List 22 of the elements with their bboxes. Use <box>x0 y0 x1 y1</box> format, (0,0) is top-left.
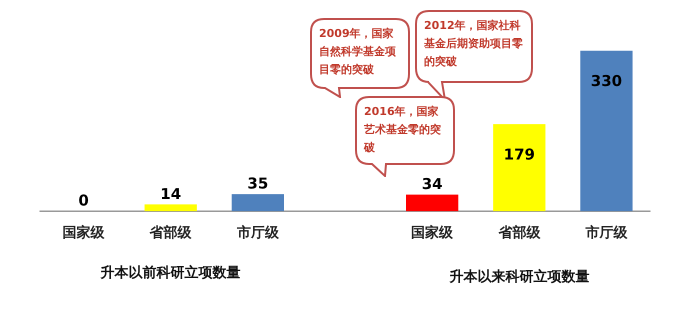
x-tick-label: 市厅级 <box>236 224 280 242</box>
data-label: 0 <box>78 192 89 210</box>
data-label: 35 <box>247 174 268 193</box>
annotation: 2009年，国家自然科学基金项目零的突破 <box>319 26 397 78</box>
bar <box>580 50 633 212</box>
text: 升本以前科研立项数量 <box>100 264 241 281</box>
bar <box>232 194 284 212</box>
x-tick-label: 市厅级 <box>584 224 628 242</box>
annotation: 2016年，国家艺术基金零的突破 <box>364 104 442 156</box>
bar <box>406 194 458 212</box>
bar <box>493 124 546 212</box>
annotation: 2012年，国家社科基金后期资助项目零的突破 <box>424 18 524 70</box>
data-label: 179 <box>504 146 535 164</box>
text: 升本以来科研立项数量 <box>448 268 590 285</box>
x-tick-label: 国家级 <box>411 224 454 242</box>
data-label: 34 <box>422 175 443 194</box>
x-tick-label: 省部级 <box>148 224 193 242</box>
data-label: 14 <box>160 184 182 203</box>
x-tick-label: 国家级 <box>62 224 106 242</box>
bar <box>144 204 197 212</box>
data-label: 330 <box>590 72 622 90</box>
x-tick-label: 省部级 <box>497 224 542 242</box>
